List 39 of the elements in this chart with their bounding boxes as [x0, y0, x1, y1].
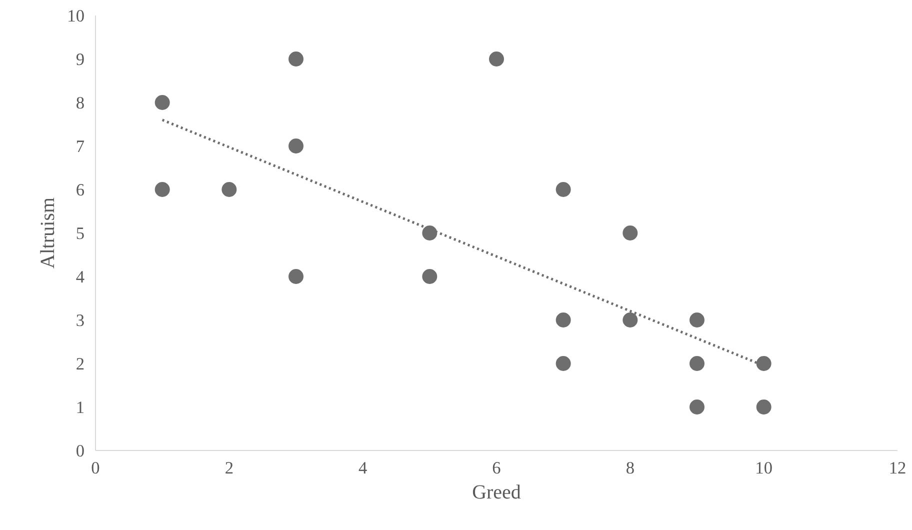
point	[222, 182, 237, 197]
y-tick-label: 8	[76, 94, 85, 112]
point	[690, 312, 704, 328]
point	[288, 269, 304, 284]
x-tick-label: 4	[358, 458, 368, 478]
x-tick-label: 10	[755, 458, 772, 478]
y-tick-label: 2	[76, 354, 85, 374]
point	[422, 269, 438, 284]
y-tick-label: 6	[76, 180, 85, 200]
y-tick-label: 7	[76, 137, 85, 156]
y-tick-label: 5	[76, 224, 85, 243]
point	[756, 400, 772, 414]
x-tick-label: 8	[626, 458, 635, 478]
x-tick-label: 0	[91, 458, 100, 478]
point	[288, 52, 304, 66]
y-tick-label: 9	[76, 50, 85, 69]
point	[690, 400, 704, 414]
point	[489, 52, 504, 66]
point	[556, 356, 571, 371]
point	[556, 312, 571, 328]
y-tick-label: 4	[76, 268, 85, 286]
point	[690, 356, 704, 371]
point	[756, 356, 772, 371]
x-tick-label: 6	[492, 458, 502, 478]
point	[622, 312, 638, 328]
y-tick-label: 3	[76, 311, 85, 330]
point	[154, 182, 170, 197]
x-axis-title: Greed	[472, 482, 521, 504]
x-tick-label: 2	[224, 458, 234, 478]
point	[556, 182, 571, 197]
y-axis-title: Altruism	[37, 197, 60, 269]
y-tick-label: 0	[76, 442, 85, 460]
point	[154, 95, 170, 110]
x-tick-label: 12	[888, 458, 906, 478]
point	[288, 138, 304, 154]
point	[422, 226, 438, 240]
y-tick-label: 10	[67, 6, 84, 26]
point	[622, 226, 638, 240]
y-tick-label: 1	[76, 398, 85, 417]
